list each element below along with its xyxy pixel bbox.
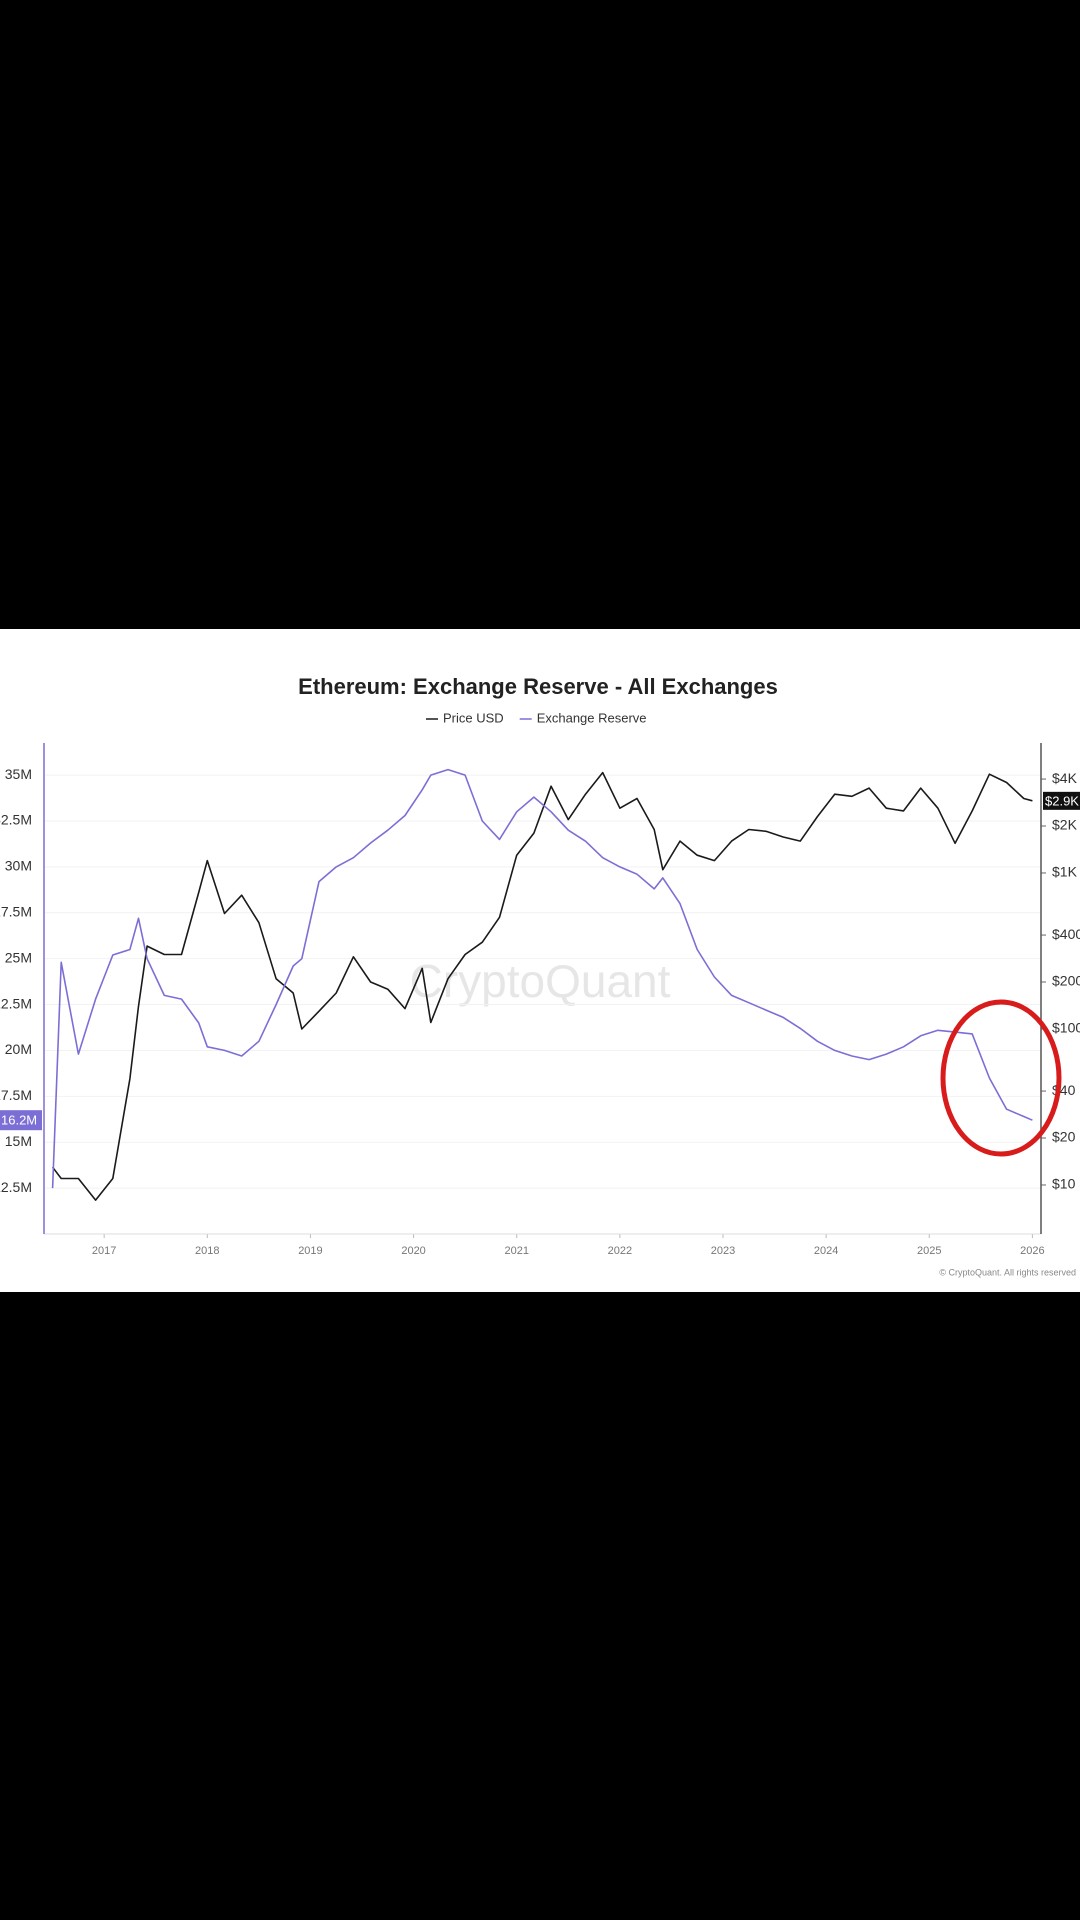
x-tick-label: 2022 — [608, 1245, 632, 1257]
y-tick-label: 15M — [5, 1133, 32, 1149]
y-tick-label: 25M — [5, 949, 32, 965]
y2-tick-label: $100 — [1052, 1020, 1080, 1036]
y2-tick-label: $200 — [1052, 973, 1080, 989]
legend-label: Exchange Reserve — [537, 710, 647, 725]
highlight-circle — [940, 999, 1062, 1157]
y-tick-label: 32.5M — [0, 812, 32, 828]
current-label: 16.2M — [1, 1113, 37, 1128]
plot: 12.5M 15M 17.5M 20M 22.5M 25M 27.5M 30M 32.5M 35M… — [0, 710, 1080, 1257]
footer: © CryptoQuant. All rights reserved — [939, 1267, 1076, 1277]
series-line — [51, 771, 1033, 1201]
y2-tick-label: $1K — [1052, 864, 1078, 880]
y-tick-label: 27.5M — [0, 903, 32, 919]
y2-tick-label: $20 — [1052, 1129, 1076, 1145]
y2-tick-label: $4K — [1052, 770, 1078, 786]
x-tick-label: 2019 — [298, 1245, 322, 1257]
y-tick-label: 12.5M — [0, 1179, 32, 1195]
x-tick-label: 2018 — [195, 1245, 219, 1257]
x-tick-label: 2025 — [917, 1245, 941, 1257]
x-tick-label: 2020 — [401, 1245, 425, 1257]
y2-tick-label: $400 — [1052, 926, 1080, 942]
x-tick-label: 2024 — [814, 1245, 838, 1257]
chart-panel — [0, 629, 1080, 1292]
y-tick-label: 20M — [5, 1041, 32, 1057]
x-tick-label: 2023 — [711, 1245, 735, 1257]
watermark: CryptoQuant — [410, 955, 671, 1007]
y-tick-label: 35M — [5, 766, 32, 782]
y-tick-label: 30M — [5, 858, 32, 874]
series-line — [51, 768, 1033, 1189]
x-tick-label: 2021 — [504, 1245, 528, 1257]
current-badge — [0, 1110, 42, 1131]
y2-tick-label: $10 — [1052, 1176, 1076, 1192]
y2-tick-label: $2K — [1052, 817, 1078, 833]
legend-label: Price USD — [443, 710, 504, 725]
chart-title: Ethereum: Exchange Reserve - All Exchang… — [298, 674, 778, 699]
current-badge — [1043, 791, 1080, 810]
x-tick-label: 2017 — [92, 1245, 116, 1257]
y-tick-label: 22.5M — [0, 995, 32, 1011]
x-tick-label: 2026 — [1020, 1245, 1044, 1257]
current-label: $2.9K — [1045, 793, 1079, 808]
y-tick-label: 17.5M — [0, 1087, 32, 1103]
